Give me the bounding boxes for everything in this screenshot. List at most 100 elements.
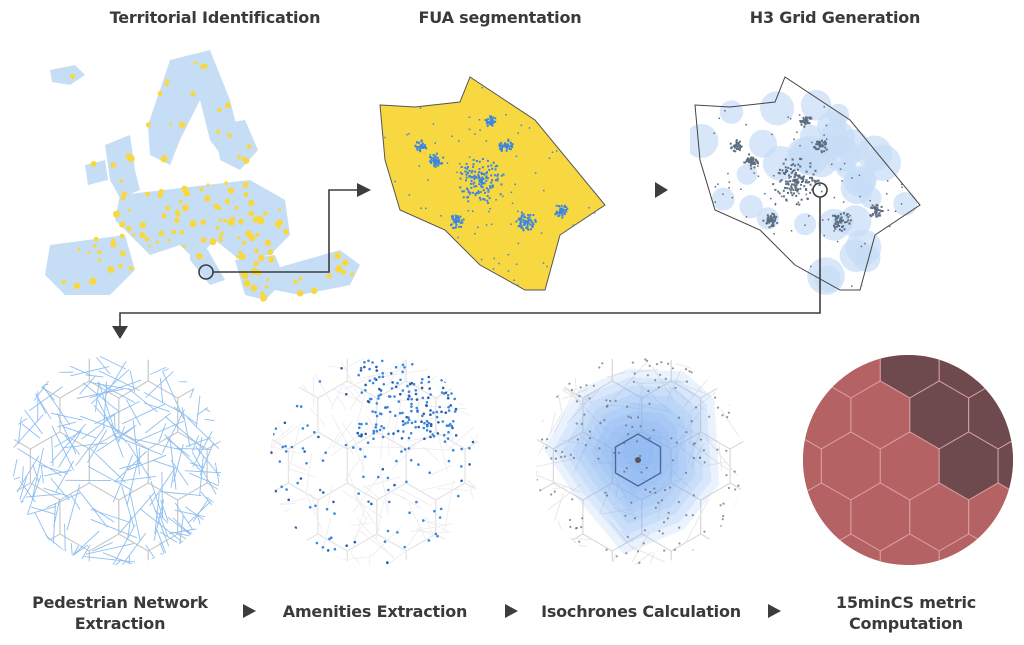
amenity-point <box>340 367 343 370</box>
street-segment <box>188 501 211 524</box>
amenity-point <box>436 432 440 435</box>
urban-pixel <box>835 225 838 228</box>
street-segment <box>611 360 648 403</box>
urban-pixel <box>477 177 479 179</box>
amenity-point <box>581 517 584 520</box>
urban-pixel <box>504 144 507 147</box>
urban-pixel <box>873 211 876 214</box>
street-segment <box>80 415 121 432</box>
street-segment <box>126 457 140 505</box>
amenity-point <box>657 386 660 389</box>
urban-pixel <box>485 172 488 175</box>
urban-pixel <box>888 225 891 228</box>
street-segment <box>90 382 132 391</box>
amenity-point <box>407 418 411 421</box>
urban-pixel <box>873 205 876 208</box>
amenity-point <box>624 514 627 517</box>
amenity-point <box>655 363 659 366</box>
urban-pixel <box>837 214 840 217</box>
urban-pixel <box>738 140 741 143</box>
street-segment <box>96 357 111 375</box>
amenity-point <box>386 529 390 533</box>
urban-pixel <box>790 191 793 194</box>
urban-pixel <box>798 192 800 195</box>
amenity-point <box>368 379 372 382</box>
amenity-point <box>625 552 628 555</box>
urban-pixel <box>794 178 797 181</box>
amenity-point <box>649 490 652 494</box>
amenity-point <box>411 363 414 366</box>
amenity-point <box>427 396 430 399</box>
urban-pixel <box>440 215 442 217</box>
fua-area <box>196 252 203 260</box>
amenity-point <box>280 485 283 489</box>
amenity-point <box>685 514 688 517</box>
street-segment <box>687 430 702 465</box>
urban-pixel <box>811 177 814 180</box>
urban-pixel <box>809 165 812 168</box>
urban-pixel <box>816 142 819 145</box>
urban-pixel <box>406 133 408 136</box>
urban-pixel <box>482 189 485 192</box>
amenity-point <box>416 410 419 413</box>
amenity-point <box>603 419 606 422</box>
street-segment <box>113 413 116 432</box>
fua-area <box>139 231 146 239</box>
fua-area <box>293 279 298 285</box>
amenity-point <box>663 488 667 492</box>
step-title-fua-segmentation: FUA segmentation <box>418 8 582 27</box>
urban-pixel <box>792 163 795 166</box>
street-segment <box>352 514 370 541</box>
urban-pixel <box>472 163 475 166</box>
amenity-point <box>648 402 651 405</box>
urban-pixel <box>467 210 470 212</box>
h3-cell-cluster <box>787 137 819 170</box>
urban-pixel <box>440 162 443 165</box>
amenity-point <box>399 392 402 396</box>
urban-pixel <box>768 220 771 223</box>
urban-pixel <box>473 178 476 180</box>
urban-pixel <box>792 183 795 186</box>
connector-line-h3-to-network <box>119 197 821 328</box>
urban-pixel <box>802 118 805 121</box>
urban-pixel <box>500 183 503 186</box>
amenity-point <box>367 400 371 404</box>
urban-pixel <box>766 218 769 221</box>
amenity-point <box>428 387 431 390</box>
amenity-point <box>420 386 424 390</box>
amenity-point <box>390 372 393 375</box>
urban-pixel <box>880 205 883 208</box>
amenity-point <box>670 437 673 440</box>
urban-pixel <box>425 207 427 210</box>
urban-pixel <box>483 198 486 201</box>
urban-pixel <box>481 176 484 179</box>
amenity-point <box>433 509 436 513</box>
street-segment <box>631 532 650 564</box>
amenity-point <box>397 400 401 403</box>
amenity-point <box>598 447 601 450</box>
amenity-point <box>599 421 602 425</box>
fua-area <box>148 244 152 248</box>
amenity-point <box>570 388 574 392</box>
step-caption-amenities: Amenities Extraction <box>270 601 480 622</box>
urban-pixel <box>772 213 775 216</box>
street-segment <box>378 463 390 511</box>
amenity-point <box>398 411 402 415</box>
urban-pixel <box>800 181 803 183</box>
urban-pixel <box>468 169 471 172</box>
street-segment <box>161 409 185 454</box>
urban-pixel <box>798 114 801 116</box>
urban-pixel <box>824 142 827 145</box>
amenity-point <box>443 440 447 443</box>
urban-pixel <box>798 203 801 206</box>
street-segment <box>87 429 108 463</box>
urban-pixel <box>435 152 438 155</box>
urban-pixel <box>452 216 454 219</box>
urban-pixel <box>560 210 562 212</box>
amenity-point <box>410 409 413 413</box>
fua-area <box>110 162 117 168</box>
urban-pixel <box>522 213 525 216</box>
urban-pixel <box>836 224 839 227</box>
amenity-point <box>639 425 642 428</box>
street-segment <box>663 380 692 405</box>
